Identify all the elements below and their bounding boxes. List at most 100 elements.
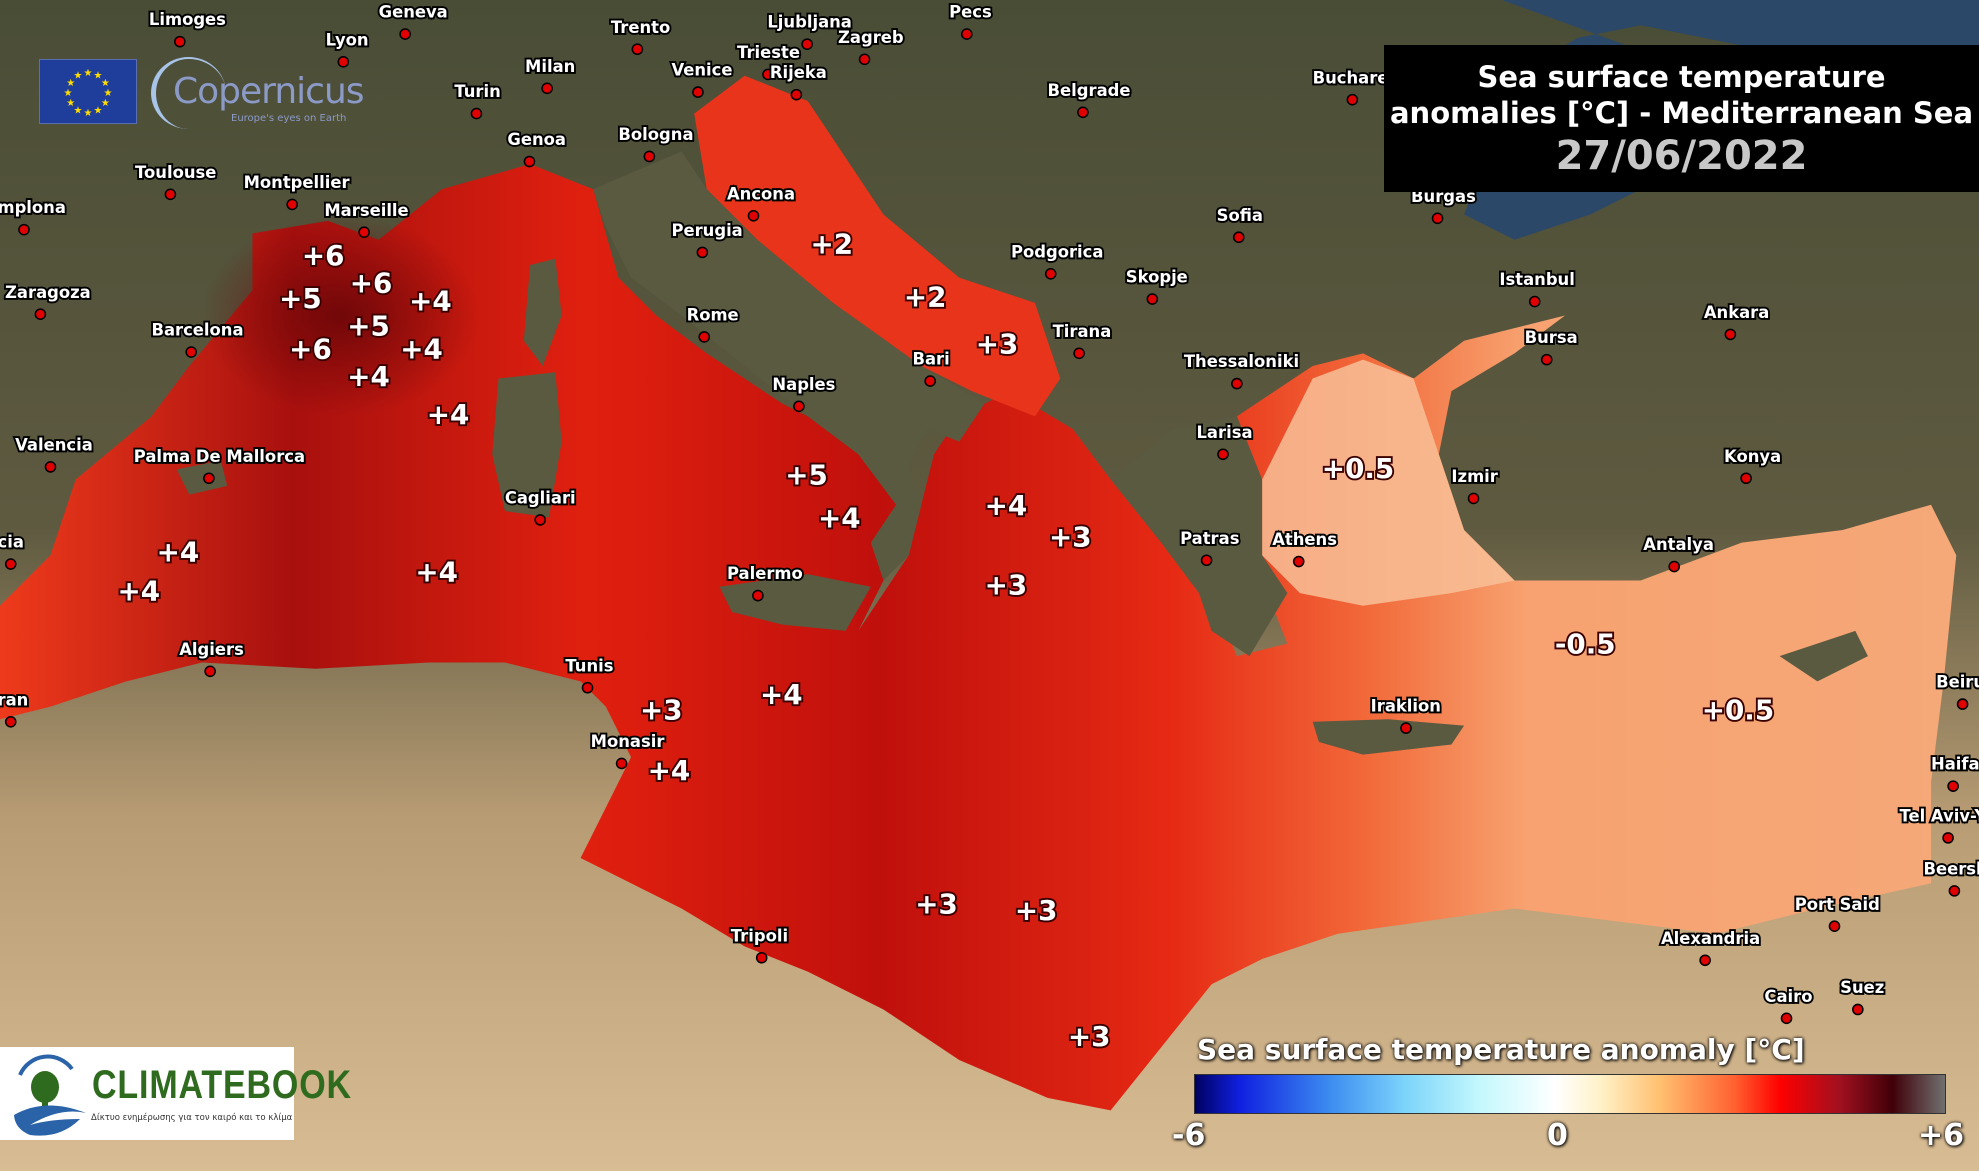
city-label: Tel Aviv-Ya (1899, 806, 1979, 825)
anomaly-value-label: +3 (1015, 894, 1058, 927)
city-marker (801, 38, 813, 50)
color-scale-bar (1194, 1074, 1946, 1114)
copernicus-logo: Copernicus Europe's eyes on Earth (151, 57, 365, 129)
anomaly-value-label: +4 (157, 536, 200, 569)
city-label: Suez (1840, 978, 1884, 997)
city-marker (4, 558, 17, 570)
city-label: Palermo (727, 564, 803, 583)
city-label: Lyon (326, 30, 369, 49)
city-marker (44, 461, 57, 473)
city-label: Bologna (618, 125, 693, 144)
city-label: Bucharest (1313, 68, 1407, 87)
city-marker (1231, 377, 1243, 390)
map-title-line2: anomalies [°C] - Mediterranean Sea (1389, 96, 1974, 130)
city-marker (1528, 295, 1541, 308)
city-label: Toulouse (135, 163, 216, 182)
city-label: Naples (772, 375, 835, 394)
city-marker (1724, 328, 1737, 341)
city-label: Pecs (949, 3, 992, 22)
anomaly-value-label: +3 (640, 693, 683, 726)
anomaly-value-label: +4 (818, 501, 861, 534)
city-marker (174, 35, 186, 48)
city-label: Perugia (671, 221, 742, 240)
star-icon: ★ (66, 98, 75, 109)
city-marker (534, 514, 546, 526)
city-marker (337, 56, 350, 68)
anomaly-value-label: +4 (118, 575, 161, 608)
city-marker (790, 88, 803, 101)
city-label: Port Said (1795, 895, 1880, 914)
city-label: Athens (1272, 530, 1337, 549)
city-label: Antalya (1643, 535, 1714, 554)
city-marker (185, 346, 198, 358)
city-label: Turin (454, 82, 500, 101)
anomaly-value-label: +4 (427, 398, 470, 431)
copernicus-name: Copernicus (173, 71, 365, 112)
city-label: Tunis (565, 656, 613, 675)
city-label: Milan (525, 57, 575, 76)
city-label: Monasir (591, 732, 666, 751)
anomaly-value-label: +5 (347, 310, 390, 343)
city-label: Thessaloniki (1184, 352, 1299, 371)
anomaly-value-label: +4 (985, 489, 1028, 522)
city-label: Venice (671, 61, 732, 80)
city-marker (1217, 448, 1229, 461)
city-marker (1467, 492, 1480, 505)
city-label: Larisa (1196, 423, 1252, 442)
city-label: Algiers (179, 640, 244, 659)
city-marker (643, 150, 656, 163)
star-icon: ★ (74, 71, 83, 82)
anomaly-value-label: +4 (400, 332, 443, 365)
city-label: Tirana (1053, 322, 1112, 341)
city-marker (698, 331, 711, 343)
anomaly-value-label: +2 (904, 281, 947, 314)
city-label: Zagreb (838, 28, 904, 47)
city-marker (4, 715, 17, 728)
city-label: Trieste (737, 43, 800, 62)
anomaly-value-label: +4 (760, 678, 803, 711)
city-marker (755, 951, 768, 964)
city-label: Ancona (727, 184, 795, 203)
city-label: Podgorica (1011, 242, 1103, 261)
balearic-islands (176, 460, 228, 495)
city-marker (1077, 106, 1089, 119)
city-marker (1232, 231, 1245, 244)
city-label: Cagliari (505, 488, 576, 507)
sardinia (492, 372, 562, 518)
anomaly-value-label: +6 (302, 239, 345, 272)
crete (1312, 719, 1465, 755)
tree-wave-icon (14, 1054, 86, 1136)
city-marker (1740, 472, 1752, 485)
city-marker (960, 28, 973, 40)
city-marker (523, 155, 536, 168)
city-label: cia (0, 533, 24, 552)
city-marker (18, 223, 30, 236)
city-label: Beirut (1936, 673, 1979, 692)
cyprus (1779, 630, 1868, 682)
anomaly-value-label: +4 (415, 556, 458, 589)
city-label: Palma De Mallorca (134, 447, 305, 466)
city-label: Bari (913, 350, 950, 369)
star-icon: ★ (94, 71, 103, 82)
sicily (719, 574, 871, 631)
city-marker (1828, 920, 1841, 933)
city-marker (1146, 293, 1159, 305)
city-label: Montpellier (244, 173, 351, 192)
anomaly-value-label: +4 (648, 754, 691, 787)
anomaly-value-label: +5 (785, 459, 828, 492)
anomaly-value-label: +4 (409, 284, 452, 317)
star-icon: ★ (74, 105, 83, 116)
city-marker (692, 86, 704, 98)
climatebook-logo: CLIMATEBOOK Δίκτυο ενημέρωσης για τον κα… (0, 1047, 351, 1140)
aegean-sea (1262, 359, 1515, 606)
city-label: Valencia (15, 435, 93, 454)
anomaly-value-label: +3 (976, 327, 1019, 360)
city-marker (1044, 268, 1057, 280)
city-marker (1947, 780, 1959, 792)
star-icon: ★ (94, 105, 103, 116)
anomaly-value-label: +3 (985, 568, 1028, 601)
city-label: Bursa (1525, 328, 1578, 347)
legend-mid-label: 0 (1547, 1118, 1568, 1153)
city-label: Limoges (149, 10, 226, 29)
city-marker (1956, 698, 1969, 710)
